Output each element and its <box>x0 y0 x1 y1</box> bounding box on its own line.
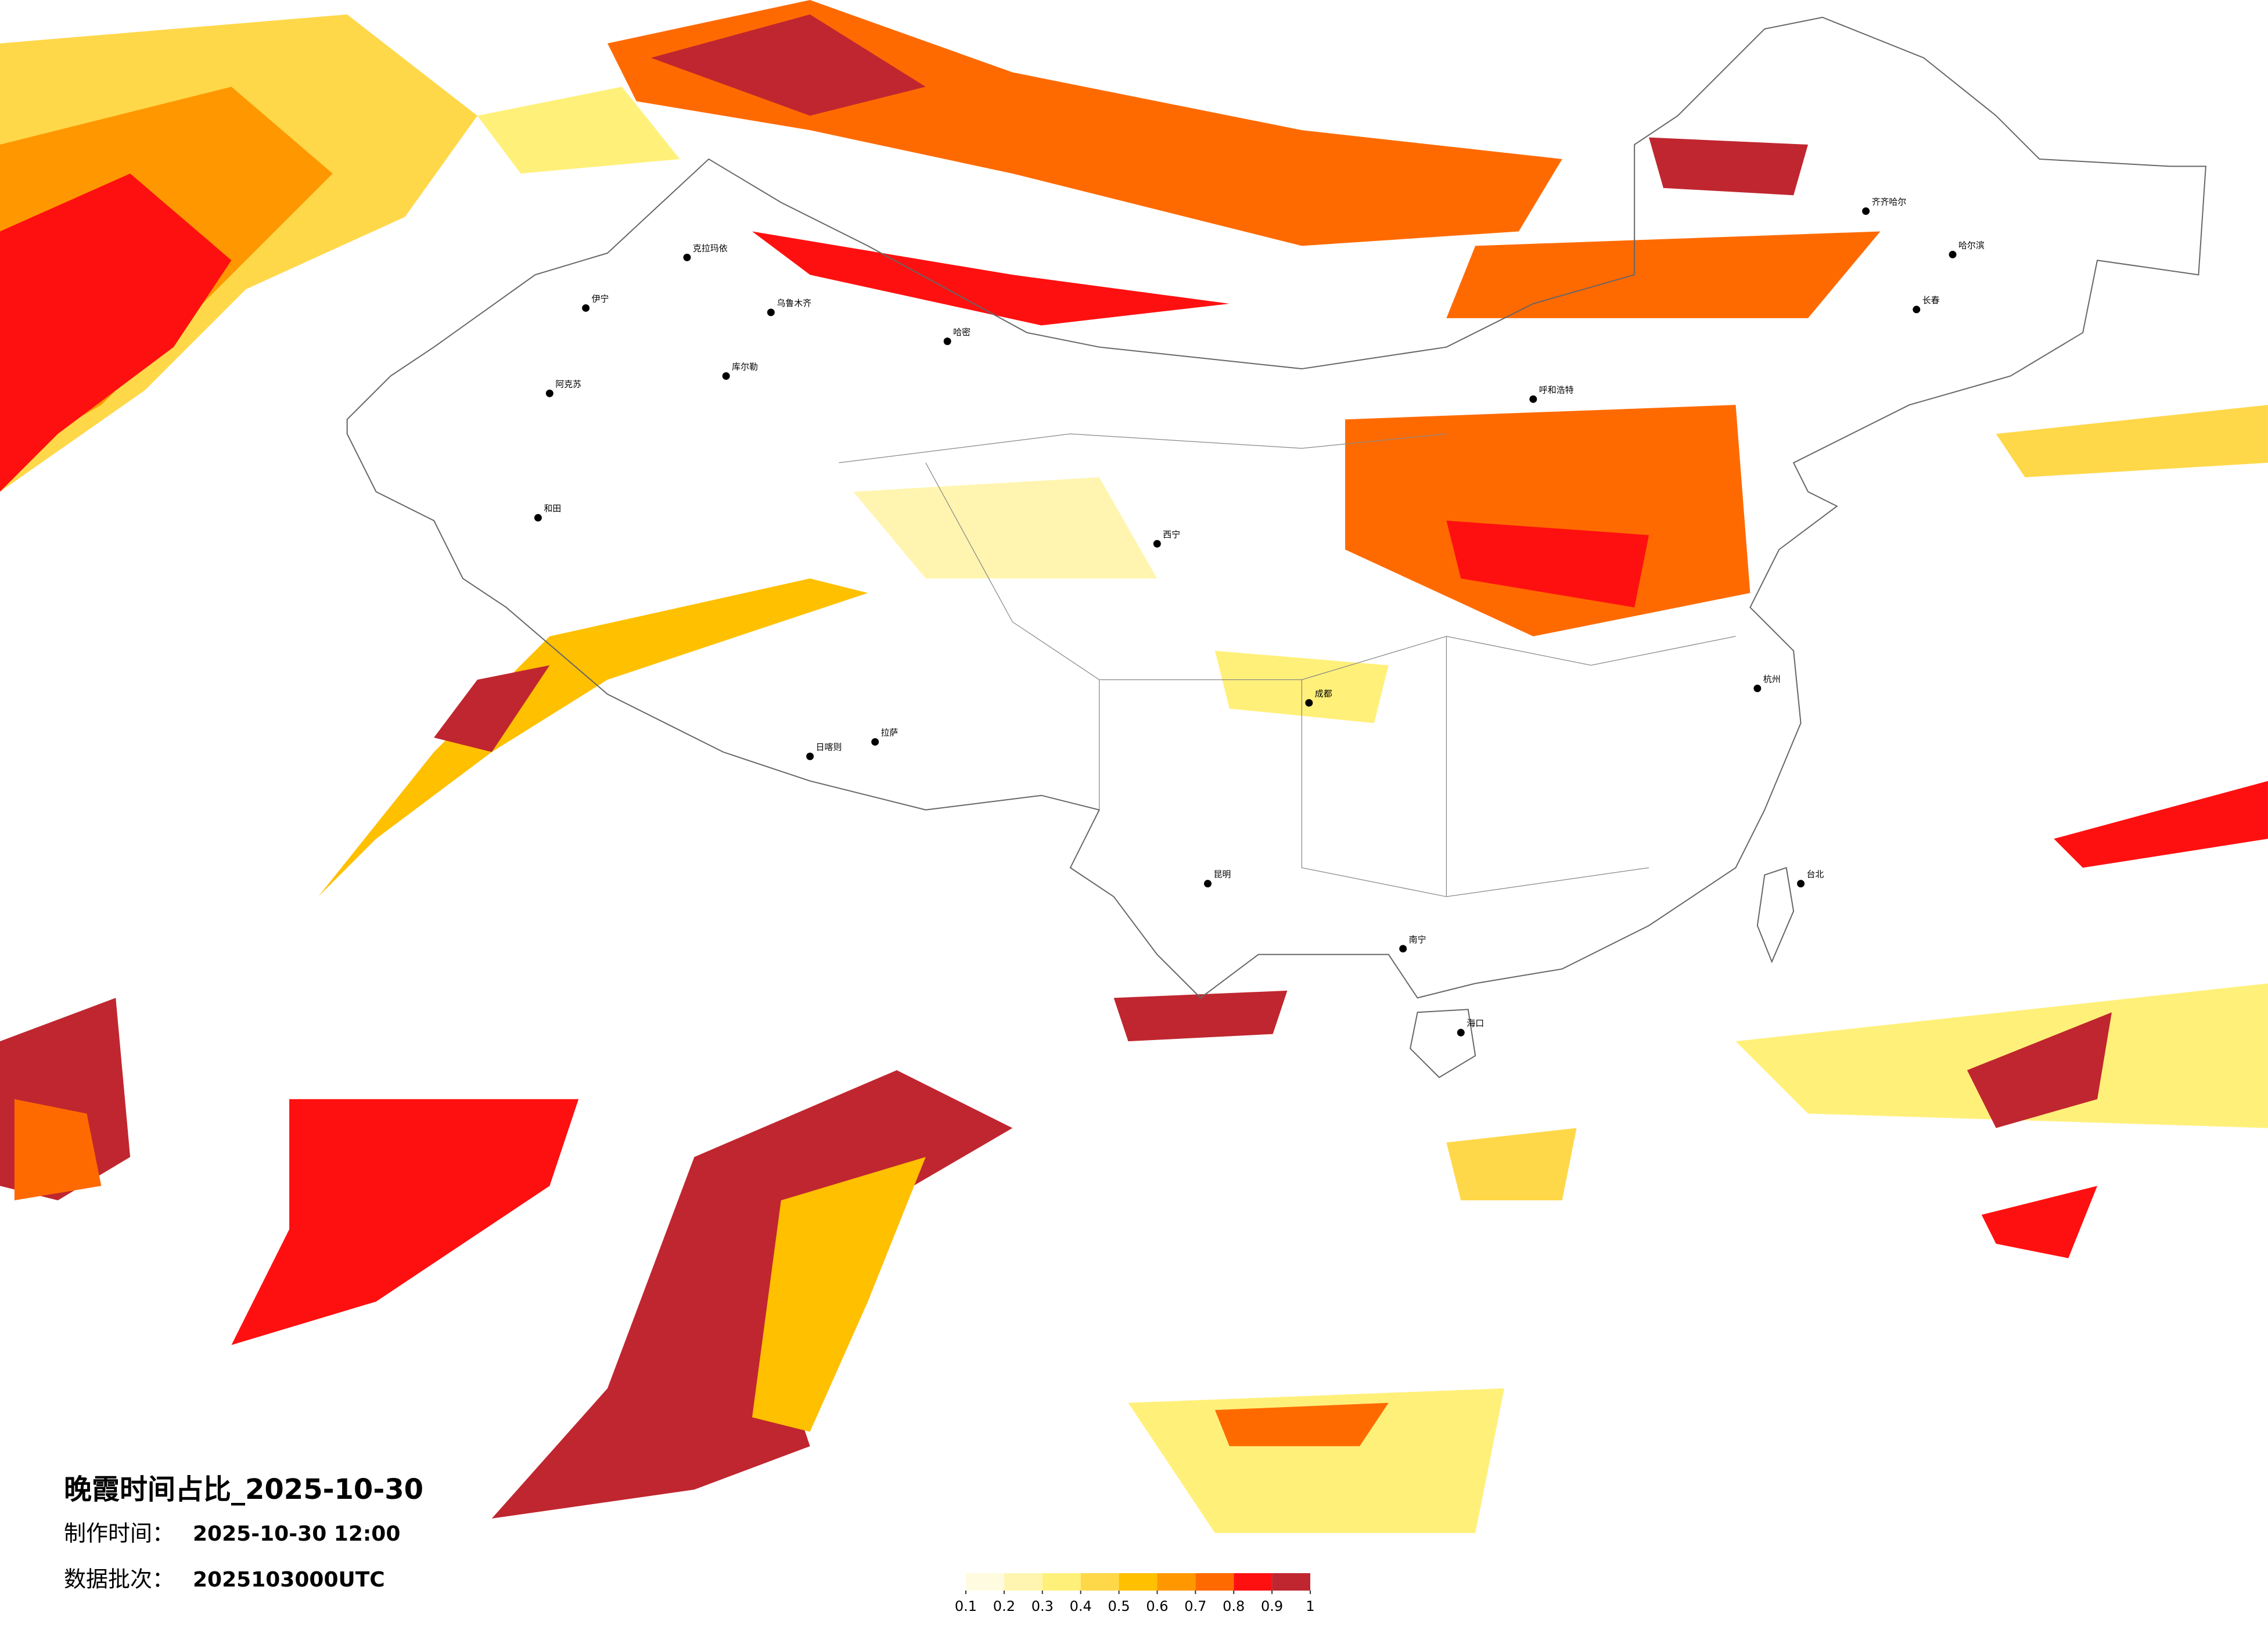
field-blob <box>1996 405 2268 477</box>
city-label: 昆明 <box>1213 869 1231 880</box>
city-dot <box>806 753 814 760</box>
colorbar-tick-label: 0.9 <box>1261 1598 1283 1614</box>
field-blob <box>1649 137 1808 196</box>
field-blob <box>1446 1128 1577 1201</box>
city-dot <box>1457 1028 1465 1037</box>
colorbar-tick-label: 0.7 <box>1184 1598 1206 1614</box>
city-label: 长春 <box>1922 295 1940 305</box>
field-blob <box>231 1099 579 1346</box>
colorbar-segment <box>1119 1573 1158 1591</box>
city-label: 库尔勒 <box>732 362 758 372</box>
city-label: 南宁 <box>1409 934 1426 945</box>
field-blob <box>1735 983 2268 1128</box>
info-value: 2025-10-30 12:00 <box>193 1522 400 1546</box>
info-label: 制作时间： <box>64 1521 174 1546</box>
colorbar-segment <box>1004 1573 1043 1591</box>
city-dot <box>871 738 879 746</box>
city-dot <box>683 253 691 261</box>
city-dot <box>1797 880 1805 888</box>
city-dot <box>1399 945 1407 953</box>
city-label: 拉萨 <box>881 728 898 738</box>
info-label: 数据批次： <box>64 1567 174 1592</box>
colorbar-tick-label: 0.6 <box>1146 1598 1168 1614</box>
city-dot <box>1913 305 1921 314</box>
city-dot <box>534 514 542 522</box>
map-title: 晚霞时间占比_2025-10-30 <box>64 1473 423 1506</box>
colorbar-segment <box>1080 1573 1119 1591</box>
field-blob <box>318 578 868 897</box>
city-label: 和田 <box>544 503 561 514</box>
field-blob <box>434 665 550 753</box>
colorbar-segment <box>1042 1573 1081 1591</box>
field-blob <box>1446 520 1649 607</box>
colorbar-tick-label: 0.2 <box>993 1598 1015 1614</box>
city-label: 成都 <box>1315 688 1332 699</box>
field <box>0 0 2268 1533</box>
info-value: 2025103000UTC <box>193 1568 385 1592</box>
field-blob <box>1214 1402 1389 1447</box>
field-blob <box>0 173 232 492</box>
city-label: 齐齐哈尔 <box>1872 197 1907 207</box>
field-blob <box>1345 405 1751 636</box>
field-blob <box>1967 1012 2112 1128</box>
city-label: 哈尔滨 <box>1958 240 1985 250</box>
city-dot <box>1949 250 1957 258</box>
colorbar-tick-label: 1 <box>1306 1598 1314 1614</box>
field-blob <box>477 87 680 174</box>
city-label: 海口 <box>1467 1018 1484 1028</box>
country-border <box>346 16 2206 1078</box>
city-label: 日喀则 <box>816 742 842 753</box>
city-label: 台北 <box>1807 869 1824 880</box>
colorbar-segment <box>1195 1573 1234 1591</box>
field-blob <box>1981 1186 2098 1258</box>
city-dot <box>1529 395 1537 403</box>
city-label: 克拉玛依 <box>693 243 728 253</box>
city-label: 伊宁 <box>592 294 609 304</box>
colorbar-segment <box>1157 1573 1196 1591</box>
province-border <box>839 433 1736 897</box>
field-blob <box>853 477 1158 579</box>
city-label: 呼和浩特 <box>1539 384 1574 395</box>
field-blob <box>752 231 1230 326</box>
city-dot <box>1305 699 1313 707</box>
colorbar-segment <box>1272 1573 1310 1591</box>
colorbar: 0.1 0.2 0.3 0.4 0.5 0.6 0.7 0.8 0.9 1 <box>955 1573 1315 1614</box>
city-label: 哈密 <box>953 327 971 337</box>
city-dot <box>545 389 553 397</box>
field-blob <box>650 14 926 116</box>
field-blob <box>14 1099 102 1201</box>
city-dot <box>767 308 775 316</box>
city-label: 阿克苏 <box>555 379 581 389</box>
field-blob <box>491 1070 1013 1519</box>
colorbar-tick-label: 0.8 <box>1223 1598 1245 1614</box>
city-label: 西宁 <box>1163 529 1180 539</box>
city-dot <box>722 372 730 380</box>
colorbar-segment <box>1234 1573 1273 1591</box>
field-blob <box>2054 780 2268 868</box>
colorbar-tick-label: 0.4 <box>1070 1598 1092 1614</box>
field-blob <box>1113 990 1288 1042</box>
colorbar-tick-label: 0.5 <box>1108 1598 1130 1614</box>
colorbar-segment <box>966 1573 1004 1591</box>
field-blob <box>752 1157 926 1432</box>
field-blob <box>1446 231 1881 318</box>
city-dot <box>1153 539 1161 548</box>
city-dot <box>1862 207 1870 215</box>
city-dot <box>582 304 590 312</box>
colorbar-tick-label: 0.3 <box>1031 1598 1054 1614</box>
city-label: 杭州 <box>1763 674 1781 684</box>
colorbar-tick-label: 0.1 <box>955 1598 977 1614</box>
city-label: 乌鲁木齐 <box>777 298 811 308</box>
city-dot <box>1204 880 1212 888</box>
city-dot <box>1753 684 1762 692</box>
city-dot <box>943 337 951 346</box>
